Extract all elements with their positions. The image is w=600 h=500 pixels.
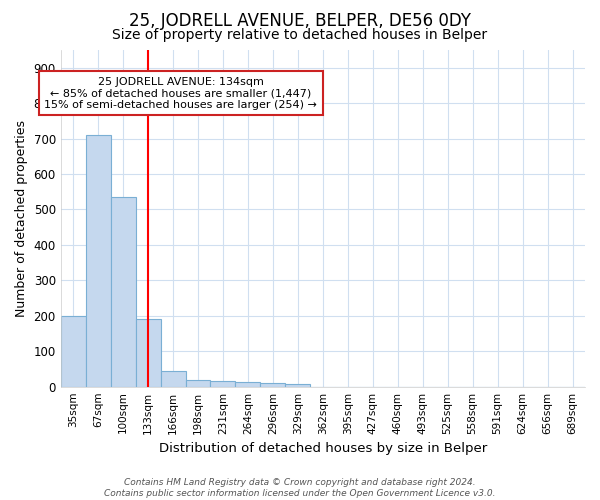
Bar: [260, 383, 286, 386]
Bar: [185, 380, 211, 386]
Text: Size of property relative to detached houses in Belper: Size of property relative to detached ho…: [112, 28, 488, 42]
Text: 25, JODRELL AVENUE, BELPER, DE56 0DY: 25, JODRELL AVENUE, BELPER, DE56 0DY: [129, 12, 471, 30]
Y-axis label: Number of detached properties: Number of detached properties: [15, 120, 28, 317]
Bar: [235, 382, 260, 386]
Text: 25 JODRELL AVENUE: 134sqm
← 85% of detached houses are smaller (1,447)
15% of se: 25 JODRELL AVENUE: 134sqm ← 85% of detac…: [44, 76, 317, 110]
Bar: [161, 370, 185, 386]
Bar: [110, 197, 136, 386]
Bar: [211, 382, 235, 386]
Bar: [86, 135, 110, 386]
Bar: [286, 384, 310, 386]
Bar: [136, 320, 161, 386]
Bar: [61, 316, 86, 386]
X-axis label: Distribution of detached houses by size in Belper: Distribution of detached houses by size …: [159, 442, 487, 455]
Text: Contains HM Land Registry data © Crown copyright and database right 2024.
Contai: Contains HM Land Registry data © Crown c…: [104, 478, 496, 498]
